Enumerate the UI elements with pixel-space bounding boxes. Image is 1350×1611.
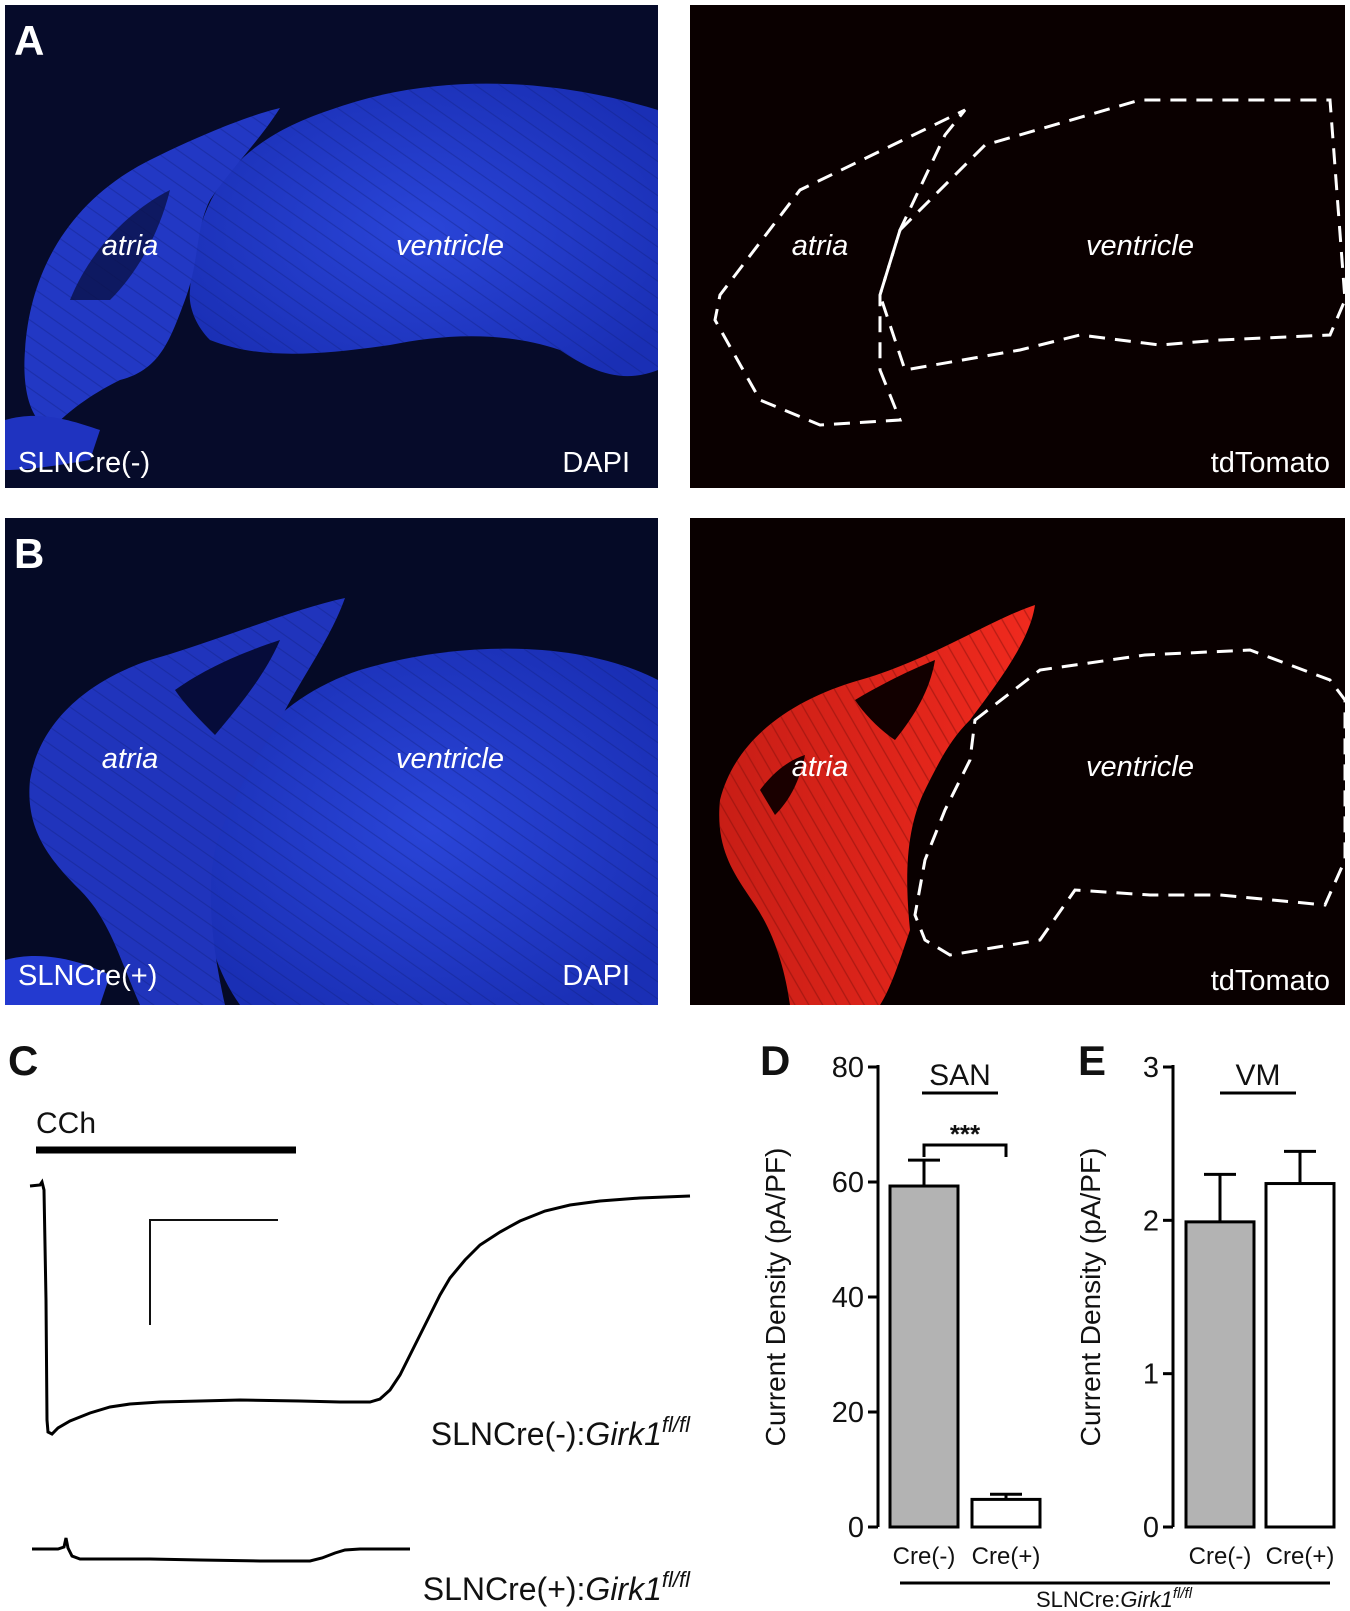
panel-d-category-label: Cre(+) xyxy=(972,1543,1041,1570)
panel-e-letter: E xyxy=(1078,1037,1106,1084)
panel-b-letter: B xyxy=(14,530,44,577)
panel-c-letter: C xyxy=(8,1037,38,1084)
panel-d-category-label: Cre(-) xyxy=(893,1543,956,1570)
panel-d-bar-chart: 0 20 40 60 80 Current Density (pA/PF) SAN Cre(-… xyxy=(760,1052,1042,1570)
panel-a-letter: A xyxy=(14,17,44,64)
panel-a-dapi-stain-label: DAPI xyxy=(562,447,630,479)
panel-a-dapi-image xyxy=(5,5,658,488)
panel-a-td-stain-label: tdTomato xyxy=(1211,447,1330,479)
panel-e-y-axis-label: Current Density (pA/PF) xyxy=(1075,1148,1106,1447)
panel-b-dapi-atria-label: atria xyxy=(102,743,158,775)
panel-b-tdtomato-image xyxy=(690,518,1347,1005)
panel-d-title: SAN xyxy=(929,1059,991,1092)
panel-c-trace2-label: SLNCre(+):Girk1fl/fl xyxy=(423,1567,691,1607)
panel-e-bar-chart: 0 1 2 3 Current Density (pA/PF) VM Cre(-) Cre(+… xyxy=(1075,1052,1336,1570)
panel-e-bar-creneg xyxy=(1184,1220,1256,1529)
panel-d-bar-creneg xyxy=(888,1184,960,1529)
panel-b-dapi-image xyxy=(5,518,658,1005)
panel-a-tdtomato-image xyxy=(690,5,1347,488)
panel-e-y-tick-label: 1 xyxy=(1143,1359,1159,1391)
panel-e-y-tick-label: 0 xyxy=(1143,1512,1159,1544)
panel-e-y-tick-label: 3 xyxy=(1143,1052,1159,1084)
panel-a-td-ventricle-label: ventricle xyxy=(1086,230,1194,262)
panel-b-genotype-label: SLNCre(+) xyxy=(18,960,157,992)
panel-d-y-tick-label: 60 xyxy=(832,1167,864,1199)
panel-b-td-ventricle-label: ventricle xyxy=(1086,751,1194,783)
panel-a-genotype-label: SLNCre(-) xyxy=(18,447,150,479)
panel-b-dapi-ventricle-label: ventricle xyxy=(396,743,504,775)
panel-a-dapi-atria-label: atria xyxy=(102,230,158,262)
panel-e-category-label: Cre(+) xyxy=(1266,1543,1335,1570)
panel-d-letter: D xyxy=(760,1037,790,1084)
panel-b-td-stain-label: tdTomato xyxy=(1211,965,1330,997)
panel-c-trace1-label: SLNCre(-):Girk1fl/fl xyxy=(431,1412,691,1452)
panel-e-y-tick-label: 2 xyxy=(1143,1205,1159,1237)
panel-d-y-axis-label: Current Density (pA/PF) xyxy=(760,1148,791,1447)
panel-d-y-tick-label: 40 xyxy=(832,1282,864,1314)
panel-d-y-tick-label: 20 xyxy=(832,1397,864,1429)
panel-e-title: VM xyxy=(1236,1059,1281,1092)
panel-c-trace-cre-neg xyxy=(29,1178,691,1436)
panel-b-td-atria-label: atria xyxy=(792,751,848,783)
panel-d-significance-label: *** xyxy=(950,1119,981,1149)
panel-c-drug-label: CCh xyxy=(36,1107,96,1140)
panel-d-significance-bracket xyxy=(922,1143,1008,1157)
panel-a-td-atria-label: atria xyxy=(792,230,848,262)
panel-a-dapi-ventricle-label: ventricle xyxy=(396,230,504,262)
panel-e-category-label: Cre(-) xyxy=(1189,1543,1252,1570)
panel-d-y-tick-label: 80 xyxy=(832,1052,864,1084)
panel-e-bar-crepos xyxy=(1264,1182,1336,1529)
genotype-label: SLNCre:Girk1fl/fl xyxy=(1036,1585,1193,1611)
panel-d-bar-crepos xyxy=(970,1497,1042,1529)
panel-c-scale-bar xyxy=(149,1219,278,1325)
panel-d-y-tick-label: 0 xyxy=(848,1512,864,1544)
panel-c-trace-cre-pos xyxy=(32,1537,410,1563)
panel-b-dapi-stain-label: DAPI xyxy=(562,960,630,992)
